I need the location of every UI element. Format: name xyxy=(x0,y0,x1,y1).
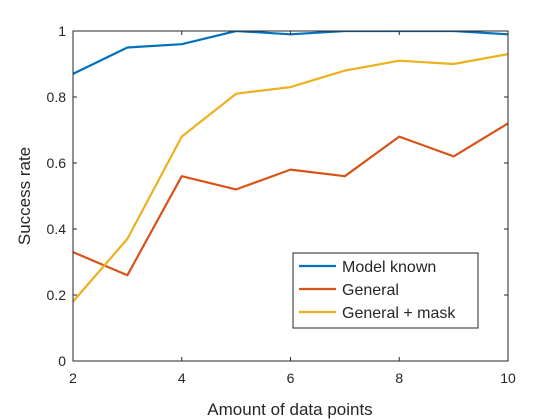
x-tick-label: 10 xyxy=(500,370,516,386)
y-tick-label: 0.6 xyxy=(47,155,67,171)
x-tick-label: 4 xyxy=(178,370,186,386)
ticks-layer: 2 4 6 8 10 0 0.2 0.4 0.6 0.8 1 xyxy=(47,23,516,386)
y-tick-label: 0.2 xyxy=(47,287,67,303)
x-tick-label: 8 xyxy=(395,370,403,386)
x-tick-label: 2 xyxy=(69,370,77,386)
x-tick-label: 6 xyxy=(287,370,295,386)
y-axis-label: Success rate xyxy=(15,147,34,245)
y-tick-label: 0 xyxy=(58,353,66,369)
series-line-general-mask xyxy=(73,53,508,303)
legend-label: General xyxy=(342,282,399,299)
y-tick-label: 1 xyxy=(58,23,66,39)
legend-label: General + mask xyxy=(342,305,456,322)
legend: Model known General General + mask xyxy=(292,252,479,329)
legend-label: Model known xyxy=(342,259,436,276)
series-line-general xyxy=(73,122,508,277)
x-axis-label: Amount of data points xyxy=(207,400,372,419)
y-tick-label: 0.4 xyxy=(47,221,67,237)
y-tick-label: 0.8 xyxy=(47,89,67,105)
